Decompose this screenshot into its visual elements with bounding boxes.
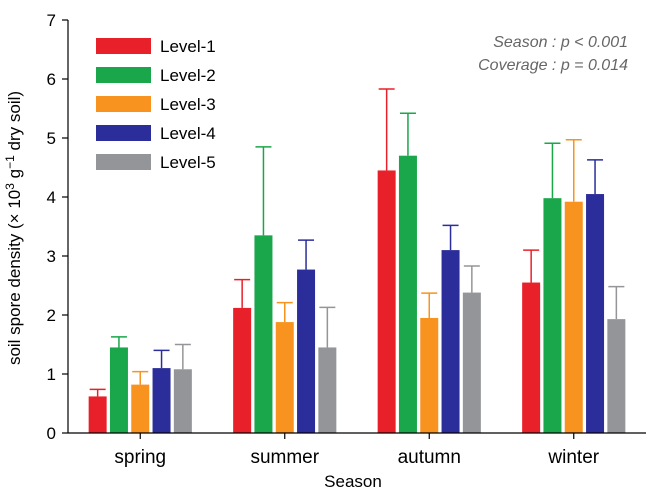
bar-level-1-winter — [522, 282, 541, 433]
bar-level-1-summer — [233, 307, 252, 433]
bar-level-4-spring — [152, 368, 171, 433]
bar-level-2-winter — [543, 198, 562, 433]
legend-swatch-level-2 — [96, 67, 151, 83]
annotation-season: Season : p < 0.001 — [493, 34, 628, 51]
legend: Level-1 Level-2 Level-3 Level-4 Level-5 — [96, 37, 216, 172]
bar-level-5-spring — [173, 369, 192, 433]
legend-label-level-2: Level-2 — [160, 66, 216, 85]
bar-level-2-autumn — [398, 155, 417, 433]
legend-swatch-level-4 — [96, 125, 151, 141]
legend-swatch-level-1 — [96, 38, 151, 54]
x-tick-label-spring: spring — [114, 447, 166, 468]
y-tick-label: 7 — [47, 11, 56, 30]
legend-swatch-level-5 — [96, 154, 151, 170]
y-tick-label: 4 — [47, 188, 56, 207]
y-tick-label: 6 — [47, 70, 56, 89]
bar-level-4-summer — [297, 269, 316, 433]
legend-label-level-4: Level-4 — [160, 124, 216, 143]
bar-level-1-spring — [88, 396, 107, 433]
y-tick-label: 0 — [47, 424, 56, 443]
y-tick-label: 5 — [47, 129, 56, 148]
bar-level-1-autumn — [377, 170, 396, 433]
bar-level-5-autumn — [462, 292, 481, 433]
axes-layer — [67, 20, 646, 434]
annotation-coverage: Coverage : p = 0.014 — [478, 57, 628, 74]
bar-level-3-winter — [564, 201, 583, 433]
bar-level-3-summer — [275, 322, 294, 433]
bars-layer — [88, 88, 626, 433]
bar-level-2-spring — [109, 347, 128, 433]
y-tick-label: 2 — [47, 306, 56, 325]
x-tick-label-winter: winter — [547, 447, 599, 468]
bar-level-3-spring — [131, 384, 150, 433]
bar-level-3-autumn — [420, 317, 439, 433]
legend-label-level-5: Level-5 — [160, 153, 216, 172]
x-tick-label-autumn: autumn — [398, 447, 461, 468]
x-tick-label-summer: summer — [250, 447, 319, 468]
bar-level-4-autumn — [441, 250, 460, 433]
bar-level-5-summer — [318, 347, 337, 433]
legend-label-level-1: Level-1 — [160, 37, 216, 56]
legend-swatch-level-3 — [96, 96, 151, 112]
legend-label-level-3: Level-3 — [160, 95, 216, 114]
bar-level-4-winter — [586, 194, 605, 433]
bar-level-5-winter — [607, 319, 626, 433]
y-tick-label: 3 — [47, 247, 56, 266]
y-axis-title: soil spore density (× 103 g−1 dry soil) — [3, 91, 24, 365]
bar-level-2-summer — [254, 235, 273, 433]
y-tick-label: 1 — [47, 365, 56, 384]
x-axis-title: Season — [324, 472, 382, 491]
ticks-layer: 0 1 2 3 4 5 6 7 spring summer autumn winter — [47, 11, 600, 468]
